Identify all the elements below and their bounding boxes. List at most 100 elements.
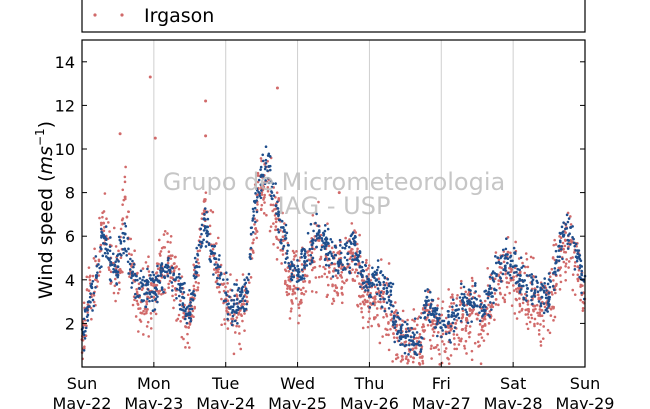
data-point xyxy=(109,236,112,239)
data-point xyxy=(326,283,330,287)
data-point xyxy=(447,313,450,317)
data-point xyxy=(501,272,505,276)
data-point xyxy=(91,298,95,302)
data-point xyxy=(554,243,558,246)
x-tick-label-day: Mon xyxy=(137,374,171,393)
data-point xyxy=(203,225,207,228)
data-point xyxy=(392,304,395,308)
data-point xyxy=(122,251,125,255)
data-point xyxy=(564,262,568,265)
data-point xyxy=(269,194,273,198)
data-point xyxy=(517,284,521,288)
data-point xyxy=(305,259,309,263)
data-point xyxy=(256,203,259,206)
data-point xyxy=(169,276,173,279)
data-point xyxy=(143,312,146,316)
data-point xyxy=(486,296,490,300)
data-point xyxy=(385,312,388,316)
data-point xyxy=(115,273,118,277)
data-point xyxy=(510,304,514,307)
x-tick-label-date: May-28 xyxy=(484,394,543,409)
data-point xyxy=(188,307,192,311)
data-point xyxy=(293,292,297,295)
data-point xyxy=(229,305,233,308)
data-point xyxy=(468,314,471,318)
data-point xyxy=(562,233,566,237)
data-point xyxy=(508,266,511,270)
data-point xyxy=(365,258,368,262)
data-point xyxy=(411,347,415,351)
data-point xyxy=(381,292,385,296)
data-point xyxy=(382,280,386,284)
data-point xyxy=(392,314,396,318)
data-point xyxy=(115,269,118,272)
data-point xyxy=(359,285,362,289)
data-point xyxy=(173,266,177,269)
watermark-line-2: IAG - USP xyxy=(278,192,391,220)
data-point xyxy=(453,347,456,351)
data-point xyxy=(348,239,351,243)
data-point xyxy=(310,268,314,272)
data-point xyxy=(263,201,266,204)
data-point xyxy=(84,323,87,327)
data-point xyxy=(387,299,391,302)
data-point xyxy=(256,180,260,184)
data-point xyxy=(170,281,174,284)
data-point xyxy=(372,316,376,319)
data-point xyxy=(287,278,291,282)
data-point xyxy=(160,288,164,291)
data-point xyxy=(103,192,107,195)
data-point xyxy=(297,321,300,325)
data-point xyxy=(531,302,534,306)
data-point xyxy=(291,269,295,272)
data-point xyxy=(100,231,104,235)
data-point xyxy=(396,311,399,315)
data-point xyxy=(319,248,323,252)
data-point xyxy=(499,256,502,260)
data-point xyxy=(429,347,433,350)
data-point xyxy=(413,317,417,320)
data-point xyxy=(253,201,257,204)
data-point xyxy=(117,260,120,263)
data-point xyxy=(386,290,389,294)
data-point xyxy=(405,355,408,359)
data-point xyxy=(287,243,290,247)
data-point xyxy=(330,252,333,256)
data-point xyxy=(146,320,150,324)
data-point xyxy=(166,258,170,262)
data-point xyxy=(218,265,222,269)
data-point xyxy=(436,304,439,307)
data-point xyxy=(179,319,182,323)
data-point xyxy=(256,195,259,199)
data-point xyxy=(411,360,415,364)
data-point xyxy=(118,252,122,256)
data-point xyxy=(389,327,392,331)
data-point xyxy=(312,229,315,233)
data-point xyxy=(162,245,165,249)
data-point xyxy=(215,276,219,280)
data-point xyxy=(529,255,533,259)
data-point xyxy=(573,264,577,268)
data-point xyxy=(317,200,320,204)
data-point xyxy=(366,289,370,292)
data-point xyxy=(533,322,536,326)
data-point xyxy=(230,311,234,314)
data-point xyxy=(268,164,272,168)
data-point xyxy=(196,258,199,261)
data-point xyxy=(243,289,247,292)
data-point xyxy=(322,231,325,235)
data-point xyxy=(285,252,289,255)
data-point xyxy=(406,334,410,338)
data-point xyxy=(348,257,352,261)
data-point xyxy=(288,267,292,271)
data-point xyxy=(160,262,164,265)
data-point xyxy=(376,287,380,290)
data-point xyxy=(416,317,420,320)
data-point xyxy=(336,293,340,297)
data-point xyxy=(355,250,359,253)
data-point xyxy=(532,308,535,312)
data-point xyxy=(150,283,153,287)
data-point xyxy=(168,279,172,283)
data-point xyxy=(259,175,263,178)
data-point xyxy=(145,283,149,286)
